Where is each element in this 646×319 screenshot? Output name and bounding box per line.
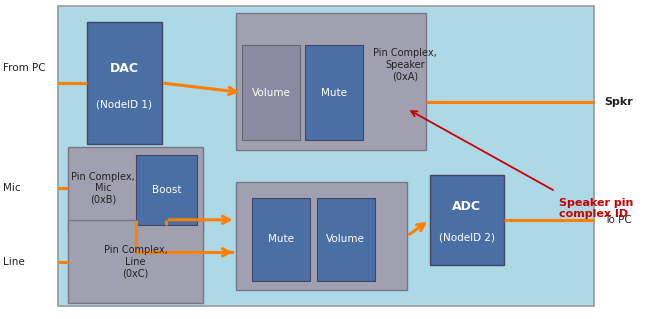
Text: Volume: Volume xyxy=(326,234,365,244)
Bar xyxy=(58,6,594,306)
Bar xyxy=(68,147,203,230)
Text: Spkr: Spkr xyxy=(604,97,633,107)
Text: Pin Complex,
Line
(0xC): Pin Complex, Line (0xC) xyxy=(104,245,167,278)
Text: From PC: From PC xyxy=(3,63,46,73)
Text: Mute: Mute xyxy=(268,234,294,244)
Bar xyxy=(68,220,203,303)
Text: To PC: To PC xyxy=(604,215,632,225)
Bar xyxy=(430,175,504,265)
Text: ADC: ADC xyxy=(452,200,481,213)
Bar xyxy=(317,198,375,281)
Text: Volume: Volume xyxy=(252,87,291,98)
Bar xyxy=(242,45,300,140)
Bar xyxy=(252,198,310,281)
Bar xyxy=(305,45,363,140)
Text: Mute: Mute xyxy=(321,87,347,98)
Text: Pin Complex,
Mic
(0xB): Pin Complex, Mic (0xB) xyxy=(72,172,135,205)
Text: Boost: Boost xyxy=(152,185,181,195)
Text: Line: Line xyxy=(3,256,25,267)
Bar xyxy=(236,13,426,150)
Text: (NodeID 2): (NodeID 2) xyxy=(439,233,495,243)
Text: Speaker pin
complex ID: Speaker pin complex ID xyxy=(559,198,633,219)
Text: (NodeID 1): (NodeID 1) xyxy=(96,100,152,110)
Bar xyxy=(87,22,162,144)
Text: Pin Complex,
Speaker
(0xA): Pin Complex, Speaker (0xA) xyxy=(373,48,437,81)
Text: DAC: DAC xyxy=(110,62,139,75)
Text: Mic: Mic xyxy=(3,183,21,193)
Bar xyxy=(236,182,407,290)
Bar xyxy=(136,155,197,225)
